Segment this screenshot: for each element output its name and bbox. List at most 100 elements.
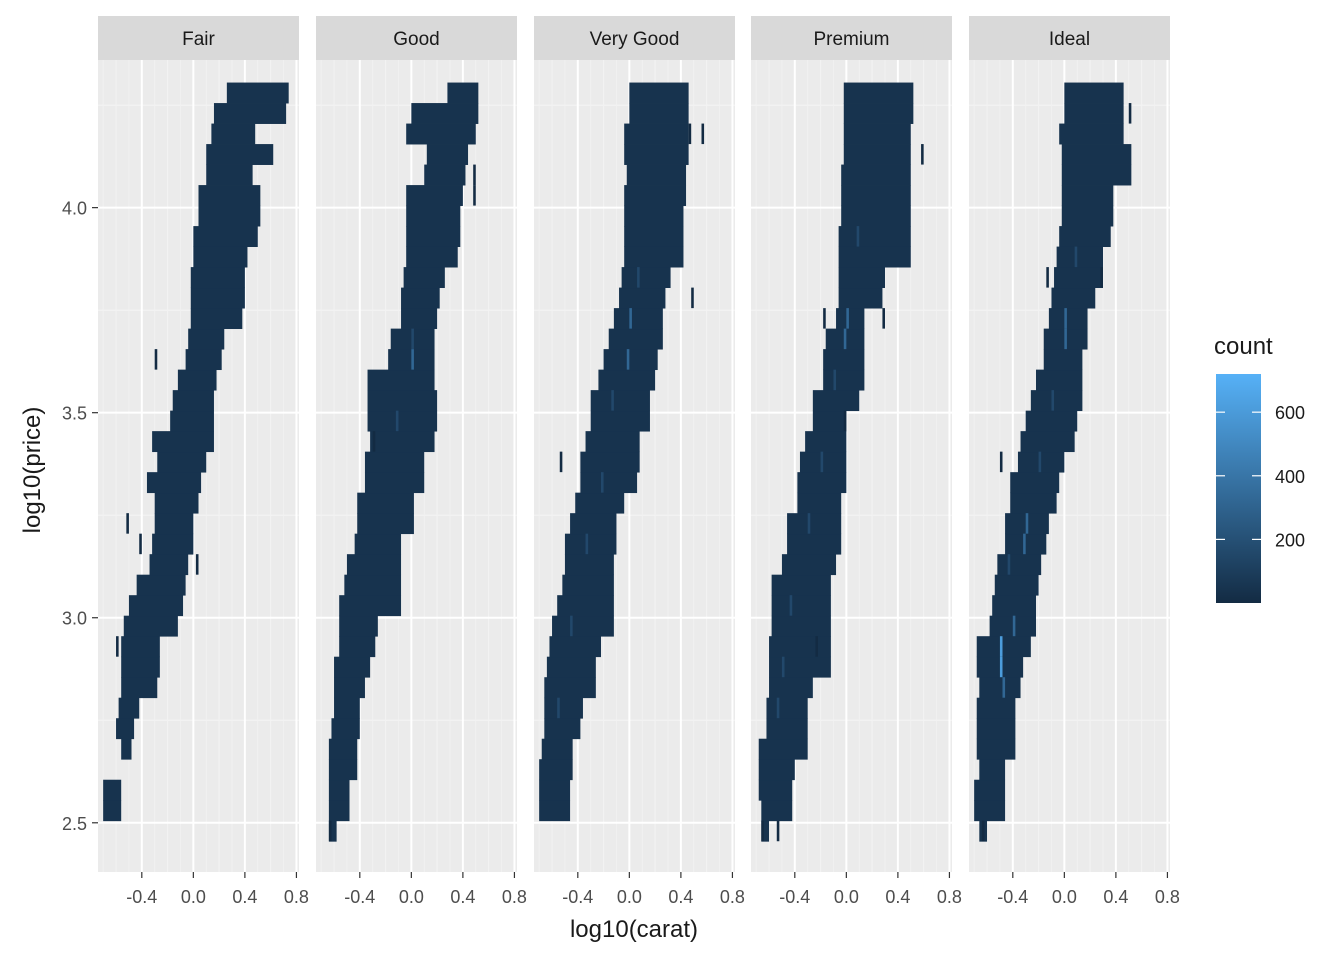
heat-bin-row — [1010, 472, 1060, 494]
heat-bin-row — [598, 369, 656, 391]
heat-bin-row — [406, 205, 461, 227]
x-tick-label: 0.4 — [1103, 887, 1128, 907]
heat-bin-row — [976, 738, 1016, 760]
heat-bin-outlier — [559, 451, 563, 473]
heat-bin-row — [177, 369, 217, 391]
heat-bin-row — [624, 144, 689, 165]
heat-bin-outlier — [981, 820, 985, 842]
heat-bin-row — [541, 738, 573, 760]
heat-bin-row — [146, 472, 202, 494]
heat-bin-row — [805, 431, 847, 453]
heat-bin-row — [334, 656, 371, 678]
heat-bin-row — [838, 287, 883, 309]
heat-bin-row — [334, 697, 360, 719]
heat-bin-row — [213, 103, 287, 124]
heat-bin-row — [797, 492, 842, 514]
legend-tick-label: 200 — [1275, 530, 1305, 550]
heat-bin-dense — [1012, 615, 1016, 637]
heat-bin-row — [403, 267, 445, 289]
heat-bin-dense — [846, 308, 849, 329]
heat-bin-row — [388, 349, 435, 371]
x-tick-label: 0.8 — [720, 887, 745, 907]
heat-bin-row — [838, 246, 911, 268]
heat-bin-row — [769, 636, 831, 658]
heat-bin-row — [629, 82, 689, 104]
heat-bin-dense — [1074, 246, 1078, 268]
heat-bin-row — [624, 123, 689, 145]
heat-bin-outlier — [999, 451, 1003, 473]
heat-bin-outlier — [823, 308, 826, 329]
legend-colorbar — [1216, 374, 1261, 603]
heat-bin-row — [188, 328, 225, 350]
heat-bin-row — [843, 82, 914, 104]
heat-bin-dense — [411, 328, 414, 350]
heat-bin-row — [136, 574, 186, 596]
x-tick-label: 0.4 — [450, 887, 475, 907]
heat-bin-row — [367, 390, 438, 412]
heat-bin-row — [758, 738, 808, 760]
heat-bin-row — [1048, 308, 1088, 330]
heat-bin-row — [564, 533, 617, 555]
heat-bin-row — [557, 595, 614, 617]
heat-bin-row — [447, 82, 479, 104]
heat-bin-row — [812, 390, 860, 412]
heat-bin-row — [339, 595, 402, 617]
heat-bin-dense — [776, 697, 780, 719]
heat-bin-row — [979, 759, 1006, 781]
heat-bin-row — [1036, 369, 1083, 391]
heat-bin-row — [198, 185, 261, 206]
heat-bin-row — [339, 615, 378, 637]
heat-bin-dense — [999, 656, 1003, 678]
heat-bin-row — [564, 554, 614, 576]
x-tick-label: -0.4 — [344, 887, 375, 907]
heat-bin-row — [624, 185, 687, 206]
heat-bin-row — [354, 533, 402, 555]
heat-bin-row — [1010, 492, 1057, 514]
facet-strip-label: Good — [393, 29, 439, 50]
heat-bin-row — [766, 718, 808, 740]
heat-bin-row — [544, 677, 596, 699]
facet-strip — [534, 16, 735, 60]
heat-bin-outlier — [815, 636, 818, 657]
heat-bin-row — [157, 451, 207, 473]
facet-strip-label: Very Good — [590, 29, 680, 50]
heat-bin-row — [1064, 103, 1124, 124]
heat-bin-row — [621, 267, 671, 289]
heat-bin-row — [198, 205, 261, 227]
heat-bin-row — [539, 759, 573, 781]
x-axis-title: log10(carat) — [570, 916, 698, 943]
heat-bin-row — [1064, 82, 1124, 104]
heat-bin-row — [838, 267, 885, 289]
heat-bin-row — [613, 308, 663, 330]
heat-bin-dense — [637, 267, 640, 288]
y-tick-label: 4.0 — [62, 199, 87, 219]
heat-bin-row — [823, 369, 865, 391]
heat-bin-row — [152, 431, 214, 453]
heat-bin-row — [570, 513, 617, 535]
heat-bin-row — [190, 267, 245, 289]
heat-bin-row — [544, 718, 581, 740]
heat-bin-outlier — [328, 820, 332, 842]
heat-bin-row — [170, 410, 214, 432]
heat-bin-row — [766, 697, 808, 719]
heat-bin-row — [979, 677, 1021, 699]
heat-bin-dense — [1064, 308, 1067, 329]
y-axis-title: log10(price) — [19, 407, 46, 534]
legend-title: count — [1214, 333, 1273, 360]
facet-strip — [98, 16, 299, 60]
heat-bin-dense — [833, 369, 837, 391]
heat-bin-row — [1025, 410, 1078, 432]
heat-bin-row — [364, 472, 425, 494]
heat-bin-dense — [585, 533, 589, 555]
heat-bin-row — [580, 472, 638, 494]
x-tick-label: 0.4 — [232, 887, 257, 907]
heat-bin-row — [103, 779, 122, 801]
heat-bin-row — [787, 513, 842, 535]
heat-bin-row — [328, 779, 350, 801]
heat-bin-outlier — [1046, 267, 1049, 288]
heat-bin-row — [590, 390, 650, 412]
heat-bin-row — [797, 472, 847, 494]
x-tick-label: 0.0 — [181, 887, 206, 907]
heat-bin-row — [769, 656, 831, 678]
